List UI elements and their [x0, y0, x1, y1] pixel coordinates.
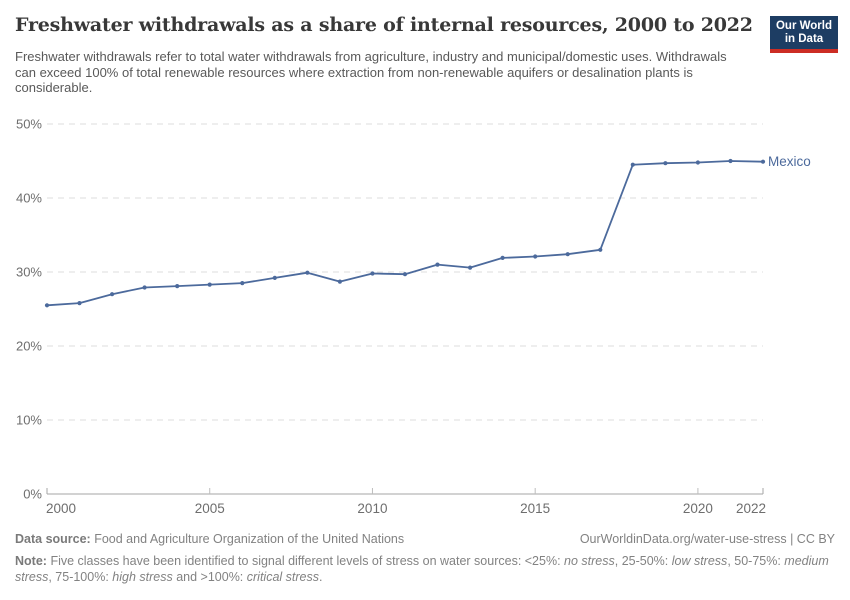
y-axis-tick-label: 0%: [23, 487, 42, 502]
page-title: Freshwater withdrawals as a share of int…: [15, 14, 753, 36]
data-point-2019[interactable]: [663, 161, 668, 166]
data-point-2003[interactable]: [142, 285, 147, 290]
x-axis-tick-label: 2022: [736, 501, 766, 516]
data-point-2007[interactable]: [272, 275, 277, 280]
data-point-2000[interactable]: [44, 303, 50, 308]
data-point-2012[interactable]: [435, 262, 440, 267]
y-axis-tick-label: 40%: [16, 191, 42, 206]
data-point-2015[interactable]: [533, 254, 538, 259]
data-point-2010[interactable]: [370, 271, 375, 276]
data-point-2009[interactable]: [337, 279, 342, 284]
x-axis-tick-label: 2010: [357, 501, 387, 516]
citation-link[interactable]: OurWorldinData.org/water-use-stress | CC…: [579, 532, 835, 546]
data-point-2016[interactable]: [565, 252, 570, 257]
note-label: Note:: [15, 554, 47, 568]
data-point-2022[interactable]: [760, 159, 766, 164]
owid-logo: Our World in Data: [770, 16, 838, 53]
y-axis-tick-label: 10%: [16, 413, 42, 428]
data-source-value: Food and Agriculture Organization of the…: [94, 532, 405, 546]
y-axis-tick-label: 20%: [16, 339, 42, 354]
data-point-2001[interactable]: [77, 301, 82, 306]
owid-logo-line1: Our World: [775, 20, 832, 32]
data-point-2004[interactable]: [175, 284, 180, 289]
data-point-2008[interactable]: [305, 270, 310, 275]
data-point-2006[interactable]: [240, 281, 245, 286]
y-axis-tick-label: 50%: [16, 117, 42, 132]
data-point-2014[interactable]: [500, 255, 505, 260]
x-axis-tick-label: 2020: [683, 501, 713, 516]
data-point-2018[interactable]: [630, 162, 635, 167]
line-series-mexico[interactable]: [46, 160, 764, 307]
data-point-2013[interactable]: [468, 265, 473, 270]
owid-logo-line2: in Data: [784, 33, 824, 45]
source-row: Data source: Food and Agriculture Organi…: [15, 531, 835, 547]
data-point-2002[interactable]: [110, 292, 115, 297]
y-axis-tick-label: 30%: [16, 265, 42, 280]
x-axis-tick-label: 2000: [46, 501, 76, 516]
line-chart-canvas: 0% 10% 20% 30% 40% 50% 2000 2005 2010 2015 2020 202…: [16, 117, 811, 517]
data-point-2011[interactable]: [402, 272, 408, 277]
data-source-label: Data source:: [15, 532, 91, 546]
series-label-mexico[interactable]: Mexico: [768, 154, 811, 169]
x-axis-tick-label: 2015: [520, 501, 550, 516]
data-point-2020[interactable]: [695, 160, 701, 165]
data-point-2021[interactable]: [728, 158, 733, 164]
data-source: Data source: Food and Agriculture Organi…: [15, 531, 404, 547]
data-point-2017[interactable]: [598, 247, 603, 252]
note-text: Five classes have been identified to sig…: [15, 554, 829, 584]
chart-note: Note: Five classes have been identified …: [15, 554, 835, 585]
chart-subtitle: Freshwater withdrawals refer to total wa…: [15, 49, 727, 95]
data-point-2005[interactable]: [207, 282, 212, 287]
chart-footer: Data source: Food and Agriculture Organi…: [15, 531, 835, 585]
x-axis-tick-label: 2005: [195, 501, 225, 516]
